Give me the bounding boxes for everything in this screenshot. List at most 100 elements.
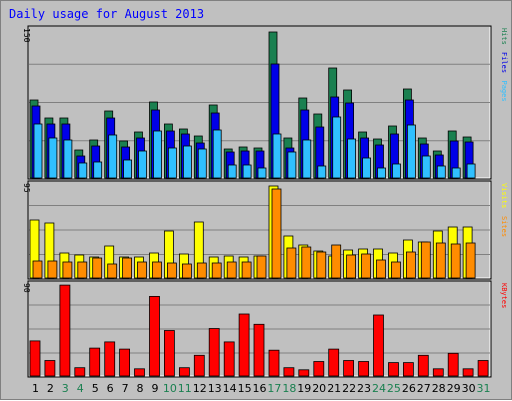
bar-sites-day-23: [361, 253, 372, 279]
bar-pages-day-8: [138, 150, 147, 179]
bar-kbytes-day-25: [388, 362, 399, 377]
bar-sites-day-3: [62, 261, 73, 279]
bar-kbytes-day-11: [178, 367, 190, 377]
x-label-day-24: 24: [372, 382, 386, 395]
bar-kbytes-day-10: [163, 330, 175, 377]
bar-pages-day-10: [167, 147, 177, 179]
ymax-label-middle: 95: [22, 183, 31, 193]
bar-pages-day-13: [212, 129, 222, 179]
x-label-day-16: 16: [253, 382, 267, 395]
bar-kbytes-day-24: [373, 314, 384, 377]
x-label-day-12: 12: [193, 382, 207, 395]
y-axis-labels: 150 95 90: [22, 28, 31, 293]
bar-kbytes-day-20: [313, 361, 325, 377]
x-label-day-31: 31: [477, 382, 491, 395]
x-label-day-10: 10: [163, 382, 177, 395]
x-label-day-23: 23: [357, 382, 371, 395]
x-label-day-19: 19: [297, 382, 311, 395]
bar-kbytes-day-4: [74, 367, 86, 377]
bar-sites-day-7: [122, 257, 132, 279]
bar-kbytes-day-14: [223, 341, 235, 377]
x-label-day-8: 8: [137, 382, 144, 395]
x-axis-labels: 1 2 3 4 5 6 7 8 9 10 11 12 13 14 15 16 17 18 19 20 21 22 23 24 2…: [32, 382, 491, 395]
bar-sites-day-10: [166, 262, 177, 279]
bar-pages-day-16: [257, 167, 267, 179]
bar-sites-day-24: [376, 259, 386, 279]
bar-pages-day-28: [436, 165, 446, 179]
bar-sites-day-8: [137, 261, 147, 279]
legend-pages: Pages: [500, 81, 508, 102]
x-label-day-26: 26: [402, 382, 416, 395]
x-label-day-5: 5: [92, 382, 99, 395]
x-label-day-21: 21: [327, 382, 341, 395]
x-label-day-14: 14: [223, 382, 237, 395]
bar-sites-day-20: [316, 251, 327, 279]
legend-files: Files: [500, 52, 508, 73]
x-label-day-2: 2: [47, 382, 54, 395]
bar-pages-day-12: [197, 148, 207, 179]
bar-pages-day-23: [362, 157, 372, 179]
bar-sites-day-28: [435, 242, 446, 279]
bar-sites-day-29: [450, 243, 461, 279]
bar-pages-day-27: [421, 155, 431, 179]
bar-pages-day-2: [48, 137, 58, 179]
legend-sites: Sites: [500, 216, 508, 237]
bar-sites-day-14: [226, 261, 237, 279]
bar-kbytes-day-6: [104, 341, 116, 377]
bar-pages-day-14: [227, 164, 237, 179]
bar-pages-day-4: [78, 162, 88, 179]
bar-pages-day-26: [406, 124, 416, 179]
bar-pages-day-5: [93, 161, 103, 179]
bar-sites-day-16: [256, 255, 267, 279]
x-label-day-27: 27: [417, 382, 431, 395]
bar-pages-day-3: [63, 139, 73, 179]
bar-kbytes-day-28: [432, 368, 444, 377]
chart-title: Daily usage for August 2013: [9, 7, 205, 21]
bar-kbytes-day-3: [59, 284, 71, 377]
bar-kbytes-day-22: [343, 360, 355, 377]
bar-pages-day-24: [377, 167, 386, 179]
bar-sites-day-22: [346, 254, 357, 279]
x-label-day-30: 30: [462, 382, 476, 395]
bar-kbytes-day-7: [119, 348, 130, 377]
bar-pages-day-17: [272, 133, 282, 179]
bar-kbytes-day-15: [238, 313, 250, 377]
bar-sites-day-6: [107, 263, 118, 279]
bar-pages-day-30: [466, 163, 476, 179]
bar-sites-day-5: [92, 257, 103, 279]
ymax-label-bottom: 90: [22, 283, 31, 293]
bar-sites-day-2: [47, 260, 58, 279]
bar-pages-day-1: [33, 123, 43, 179]
bar-sites-day-11: [181, 263, 192, 279]
x-label-day-28: 28: [432, 382, 446, 395]
bar-kbytes-day-5: [89, 347, 101, 377]
bar-pages-day-29: [451, 167, 461, 179]
bar-kbytes-day-29: [447, 352, 459, 377]
bar-sites-day-1: [32, 260, 43, 279]
bar-sites-day-9: [152, 261, 162, 279]
bar-kbytes-day-1: [29, 340, 41, 377]
x-label-day-11: 11: [178, 382, 192, 395]
legend-visits: Visits: [500, 183, 508, 208]
x-label-day-18: 18: [282, 382, 296, 395]
x-label-day-22: 22: [342, 382, 356, 395]
bar-pages-day-21: [332, 116, 342, 179]
bar-pages-day-19: [302, 139, 312, 179]
x-label-day-13: 13: [208, 382, 222, 395]
bar-kbytes-day-17: [268, 349, 280, 377]
chart-bars: [29, 31, 489, 377]
bar-sites-day-13: [211, 262, 222, 279]
legend-kbytes: KBytes: [500, 283, 508, 308]
x-label-day-20: 20: [312, 382, 326, 395]
x-label-day-7: 7: [122, 382, 129, 395]
x-label-day-3: 3: [62, 382, 69, 395]
bar-kbytes-day-9: [149, 295, 160, 377]
x-label-day-17: 17: [267, 382, 281, 395]
ymax-label-top: 150: [22, 28, 31, 43]
x-label-day-9: 9: [152, 382, 159, 395]
bar-pages-day-11: [182, 145, 192, 179]
x-label-day-15: 15: [238, 382, 252, 395]
bar-sites-day-17: [271, 188, 282, 279]
